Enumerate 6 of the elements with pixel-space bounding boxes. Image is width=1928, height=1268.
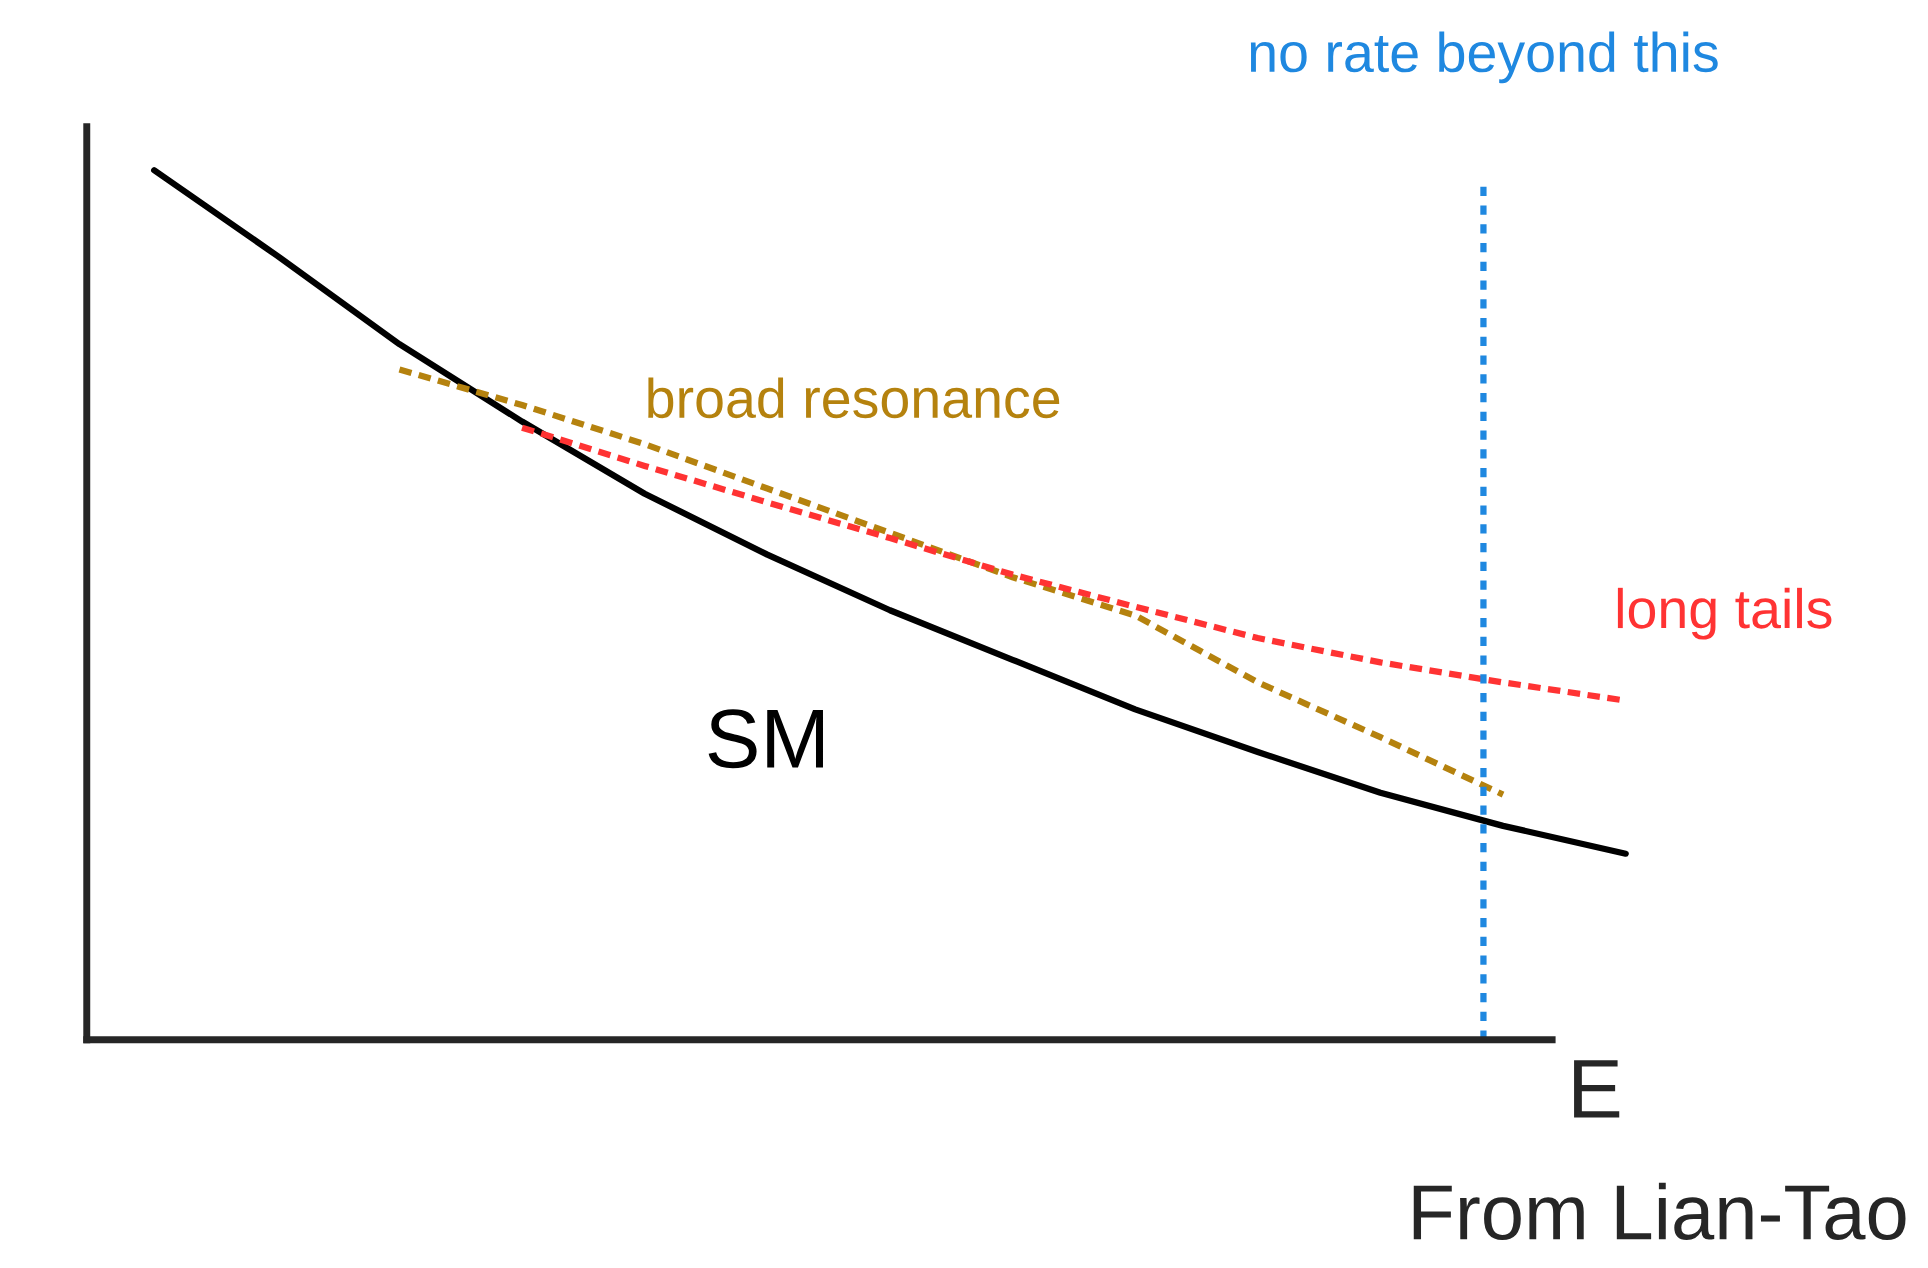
x-axis-title: E (1574, 1060, 1620, 1118)
series-label: long tails (1617, 587, 1832, 640)
series-label: SM (708, 709, 823, 769)
text: From Lian-Tao (1413, 1182, 1906, 1240)
series-label: broad resonance (648, 377, 1060, 419)
text: no rate beyond this (1250, 31, 1718, 84)
